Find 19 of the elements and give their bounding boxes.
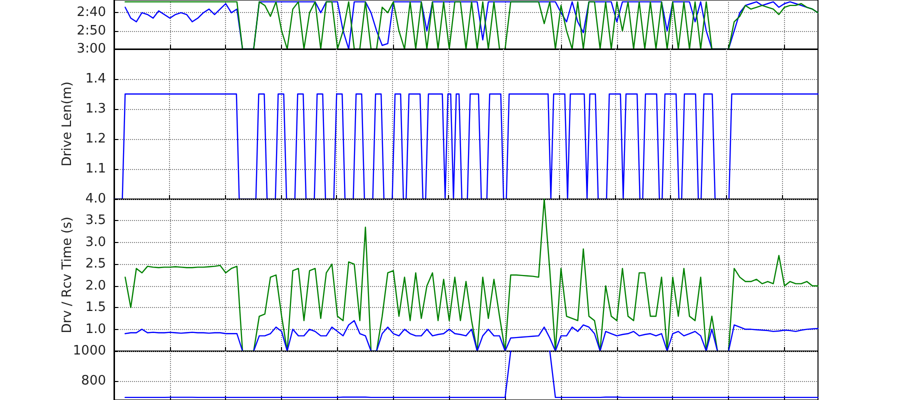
y-tick-label: 1.1 xyxy=(85,162,106,176)
y-axis-title: Drv / Rcv Time (s) xyxy=(60,216,75,334)
y-tick-label: 3.0 xyxy=(85,234,106,250)
y-tick-label: 1.2 xyxy=(85,132,106,146)
y-tick-label: 4.0 xyxy=(85,192,106,206)
y-tick-label: 3:00 xyxy=(76,42,106,56)
y-tick-label: 1.3 xyxy=(85,102,106,116)
y-tick-label: 3.5 xyxy=(85,213,106,228)
line-series xyxy=(124,1,819,50)
y-tick-label: 2.5 xyxy=(85,256,106,272)
y-tick-label: 1.0 xyxy=(85,322,106,337)
y-tick-label: 1.5 xyxy=(85,300,106,316)
y-tick-label: 2.0 xyxy=(85,278,106,294)
y-tick-label: 1000 xyxy=(72,344,106,358)
y-tick-label: 800 xyxy=(81,373,106,388)
y-tick-label: 2:40 xyxy=(76,5,106,20)
y-tick-label: 1.4 xyxy=(85,72,106,86)
y-tick-label: 2:50 xyxy=(76,23,106,38)
y-axis-title: Drive Len(m) xyxy=(60,82,75,166)
